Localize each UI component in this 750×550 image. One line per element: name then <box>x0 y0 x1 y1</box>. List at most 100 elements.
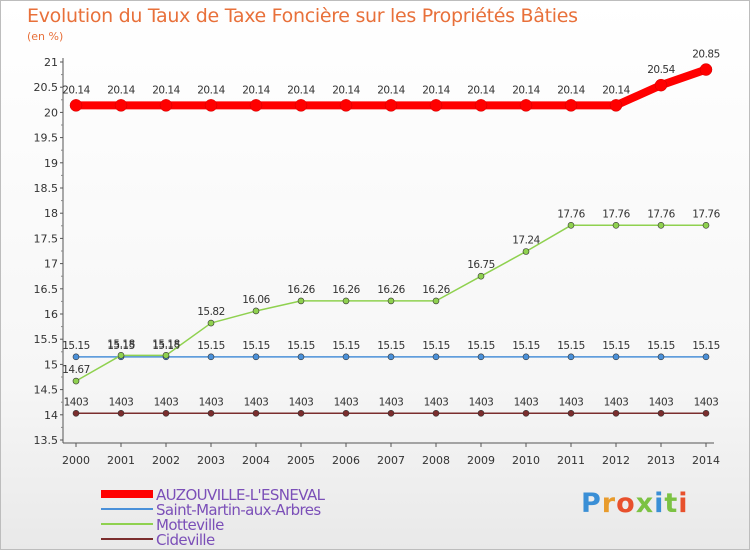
data-label: 20.14 <box>512 84 540 96</box>
x-tick-label: 2007 <box>377 454 405 467</box>
y-tick-label: 18.5 <box>34 182 59 195</box>
data-point <box>702 221 710 229</box>
data-label: 1403 <box>244 396 269 408</box>
data-label: 16.26 <box>377 284 405 296</box>
data-label: 20.14 <box>107 84 135 96</box>
data-point <box>297 409 305 417</box>
x-tick-label: 2009 <box>467 454 495 467</box>
data-label: 20.14 <box>62 84 90 96</box>
legend: AUZOUVILLE-L'ESNEVALSaint-Martin-aux-Arb… <box>101 486 326 549</box>
logo-letter: o <box>616 488 636 519</box>
data-label: 1403 <box>649 396 674 408</box>
data-label: 1403 <box>154 396 179 408</box>
data-point <box>162 409 170 417</box>
data-label: 17.76 <box>602 208 630 220</box>
data-point <box>342 297 350 305</box>
data-point <box>207 409 215 417</box>
data-label: 14.67 <box>62 364 90 376</box>
data-point <box>339 99 353 112</box>
y-tick-label: 13.5 <box>34 434 59 447</box>
y-tick-label: 20 <box>44 106 58 119</box>
data-label: 15.15 <box>692 340 720 352</box>
data-label: 20.14 <box>557 84 585 96</box>
data-label: 16.26 <box>287 284 315 296</box>
x-tick-label: 2000 <box>62 454 90 467</box>
y-tick-label: 14.5 <box>34 384 59 397</box>
x-tick-label: 2013 <box>647 454 675 467</box>
data-label: 15.15 <box>467 340 495 352</box>
legend-item: AUZOUVILLE-L'ESNEVAL <box>101 486 326 504</box>
data-point <box>387 297 395 305</box>
x-tick-label: 2010 <box>512 454 540 467</box>
data-point <box>564 99 578 112</box>
data-point <box>72 409 80 417</box>
data-label: 1403 <box>379 396 404 408</box>
data-label: 20.14 <box>377 84 405 96</box>
data-point <box>612 409 620 417</box>
data-label: 20.14 <box>422 84 450 96</box>
data-point <box>72 377 80 385</box>
data-label: 20.14 <box>152 84 180 96</box>
x-tick-label: 2004 <box>242 454 270 467</box>
logo-letter: i <box>654 488 665 519</box>
data-point <box>477 353 485 361</box>
data-label: 16.26 <box>332 284 360 296</box>
legend-label: Motteville <box>156 516 224 534</box>
data-point <box>612 221 620 229</box>
series-saint-martin-aux-arbres: 15.15 15.15 15.15 15.15 15.15 15.15 15.15 15.15… <box>62 340 720 361</box>
x-tick-label: 2006 <box>332 454 360 467</box>
logo-letter: t <box>664 488 679 519</box>
data-point <box>297 353 305 361</box>
legend-label: AUZOUVILLE-L'ESNEVAL <box>156 486 326 504</box>
y-tick-label: 18 <box>44 207 58 220</box>
data-point <box>567 353 575 361</box>
y-tick-label: 16 <box>44 308 58 321</box>
data-label: 20.14 <box>602 84 630 96</box>
data-point <box>294 99 308 112</box>
logo-letter: P <box>581 488 602 519</box>
y-tick-label: 19 <box>44 157 58 170</box>
data-point <box>519 99 533 112</box>
data-point <box>432 353 440 361</box>
data-point <box>522 248 530 255</box>
data-point <box>207 319 215 327</box>
data-label: 15.15 <box>557 340 585 352</box>
data-point <box>477 409 485 417</box>
proxiti-logo: Proxiti <box>581 488 689 519</box>
chart-title: Evolution du Taux de Taxe Foncière sur l… <box>27 5 578 27</box>
x-tick-label: 2012 <box>602 454 630 467</box>
x-tick-label: 2014 <box>692 454 720 467</box>
data-label: 15.18 <box>152 338 180 350</box>
data-point <box>249 99 263 112</box>
data-point <box>387 353 395 361</box>
data-point <box>117 352 125 359</box>
data-point <box>114 99 128 112</box>
y-tick-label: 17 <box>44 258 58 271</box>
data-label: 1403 <box>694 396 719 408</box>
data-label: 15.15 <box>422 340 450 352</box>
data-label: 17.76 <box>557 208 585 220</box>
data-label: 1403 <box>469 396 494 408</box>
legend-item: Cideville <box>101 531 216 549</box>
data-label: 1403 <box>559 396 584 408</box>
data-label: 1403 <box>334 396 359 408</box>
y-tick-label: 21 <box>44 56 58 69</box>
y-axis-unit-label: (en %) <box>27 30 64 43</box>
data-label: 15.15 <box>512 340 540 352</box>
legend-label: Cideville <box>156 531 215 549</box>
logo-letter: x <box>635 488 655 519</box>
series-lines: 1403 1403 1403 1403 1403 1403 1403 1403 1403 1403… <box>62 49 721 417</box>
data-label: 15.18 <box>107 338 135 350</box>
data-label: 15.82 <box>197 306 225 318</box>
data-label: 15.15 <box>62 340 90 352</box>
data-point <box>702 409 710 417</box>
logo-letter: i <box>678 488 689 519</box>
data-label: 15.15 <box>287 340 315 352</box>
x-tick-label: 2003 <box>197 454 225 467</box>
data-point <box>162 352 170 359</box>
x-tick-label: 2001 <box>107 454 135 467</box>
data-label: 16.26 <box>422 284 450 296</box>
y-tick-label: 15 <box>44 358 58 371</box>
